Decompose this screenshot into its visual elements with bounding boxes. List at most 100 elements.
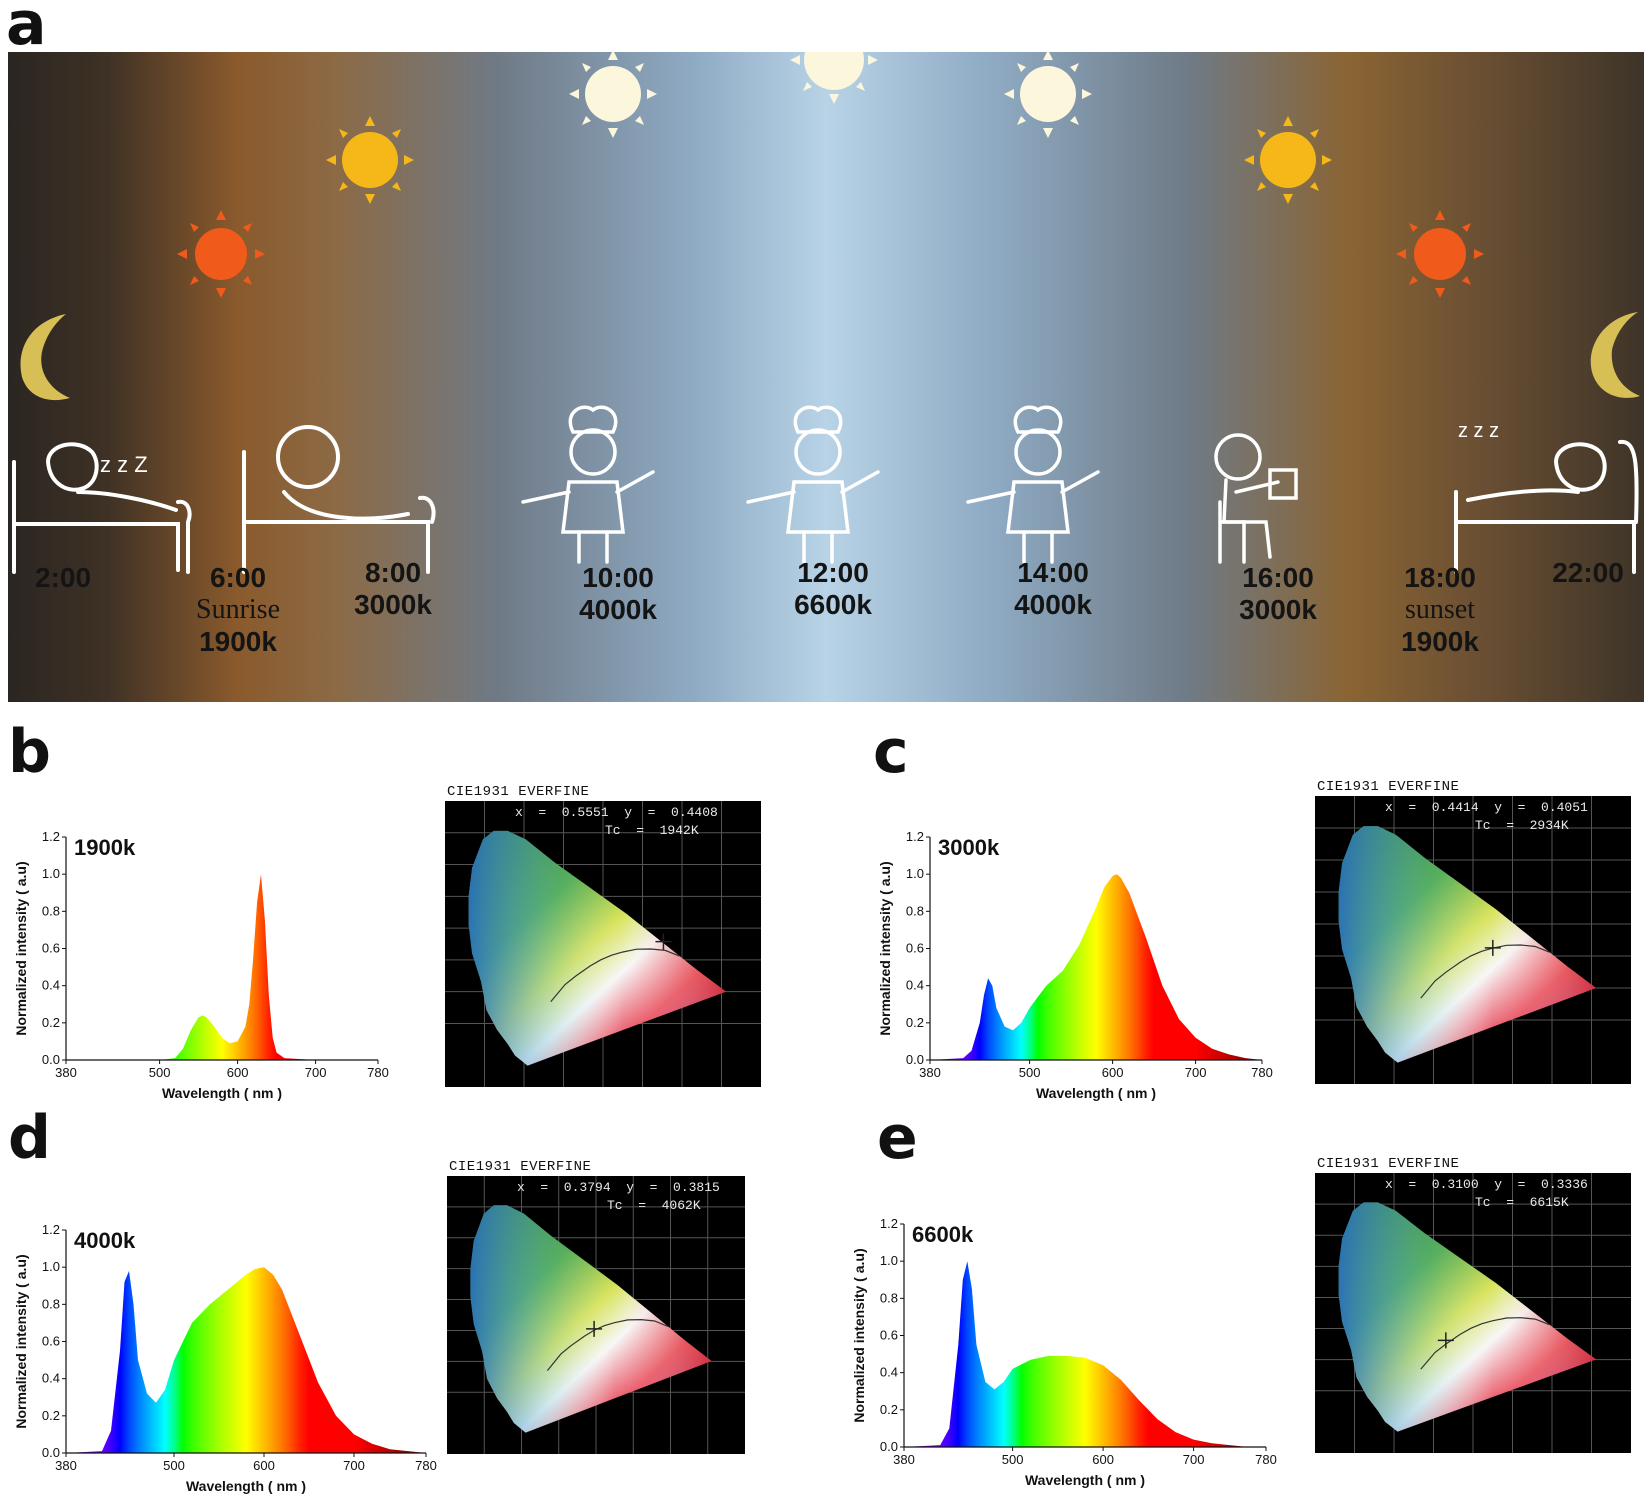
sun-icon bbox=[1396, 210, 1484, 298]
timeline-time: 10:00 bbox=[582, 562, 654, 593]
y-axis-label: Normalized intensity ( a.u) bbox=[13, 1254, 29, 1428]
y-tick-label: 0.0 bbox=[42, 1445, 60, 1460]
x-tick-label: 780 bbox=[415, 1458, 437, 1473]
timeline-label: 8:00 3000k bbox=[323, 557, 463, 621]
timeline-label: 2:00 bbox=[8, 562, 133, 594]
sun-icon bbox=[569, 52, 657, 138]
y-tick-label: 0.6 bbox=[880, 1328, 898, 1343]
planckian-locus bbox=[546, 1318, 669, 1371]
sleeping-figure-icon: z z Z bbox=[12, 442, 192, 574]
svg-text:z z z: z z z bbox=[1458, 420, 1499, 442]
waking-figure-icon bbox=[242, 425, 436, 574]
y-tick-label: 1.0 bbox=[42, 866, 60, 881]
x-tick-label: 380 bbox=[55, 1458, 77, 1473]
x-tick-label: 380 bbox=[55, 1065, 77, 1080]
panel-letter-c: c bbox=[873, 717, 909, 787]
spectrum-chart-c: 380 500 600 700 780 0.0 0.2 0.4 0.6 0.8 1.0 1.2 Wave… bbox=[872, 825, 1282, 1110]
panel-letter-b: b bbox=[8, 717, 51, 787]
cie-title: CIE1931 EVERFINE bbox=[1317, 779, 1460, 795]
y-tick-label: 0.4 bbox=[880, 1365, 898, 1380]
timeline-label: sunset bbox=[1405, 594, 1475, 625]
moon-icon bbox=[20, 314, 70, 401]
timeline-label: Sunrise bbox=[196, 594, 280, 625]
x-axis-label: Wavelength ( nm ) bbox=[1036, 1085, 1156, 1101]
timeline-label: 16:00 3000k bbox=[1208, 562, 1348, 626]
cie-xy-readout: x = 0.4414 y = 0.4051 bbox=[1385, 800, 1588, 815]
planckian-locus bbox=[1420, 944, 1550, 999]
timeline-time: 12:00 bbox=[797, 557, 869, 588]
chef-figure-icon bbox=[521, 405, 655, 564]
timeline-cct: 3000k bbox=[354, 589, 432, 620]
chef-figure-icon bbox=[746, 405, 880, 564]
spectrum-area bbox=[904, 1261, 1266, 1447]
x-tick-label: 500 bbox=[163, 1458, 185, 1473]
y-tick-label: 0.8 bbox=[42, 903, 60, 918]
reading-figure-icon bbox=[1214, 433, 1298, 564]
axis-lines bbox=[65, 837, 378, 1061]
y-tick-label: 0.4 bbox=[42, 978, 60, 993]
cie-tc-readout: Tc = 6615K bbox=[1475, 1195, 1569, 1210]
timeline-time: 2:00 bbox=[34, 562, 92, 593]
timeline-label: 22:00 bbox=[1518, 557, 1644, 589]
y-tick-label: 0.0 bbox=[906, 1052, 924, 1067]
svg-text:z z Z: z z Z bbox=[100, 452, 148, 477]
timeline-cct: 4000k bbox=[579, 594, 657, 625]
cie-tc-readout: Tc = 1942K bbox=[605, 823, 699, 838]
y-tick-label: 0.8 bbox=[880, 1290, 898, 1305]
chromaticity-gamut-overlay bbox=[1338, 1202, 1596, 1432]
y-tick-label: 1.0 bbox=[906, 866, 924, 881]
timeline-cct: 1900k bbox=[199, 626, 277, 657]
timeline-cct: 1900k bbox=[1401, 626, 1479, 657]
chromaticity-gamut-overlay bbox=[470, 1205, 712, 1433]
x-tick-label: 700 bbox=[1183, 1452, 1205, 1467]
timeline-label: 14:00 4000k bbox=[983, 557, 1123, 621]
y-tick-label: 0.6 bbox=[906, 941, 924, 956]
x-tick-label: 700 bbox=[1185, 1065, 1207, 1080]
y-tick-label: 0.0 bbox=[42, 1052, 60, 1067]
cie-chromaticity-svg bbox=[1315, 796, 1631, 1084]
y-tick-label: 0.8 bbox=[906, 903, 924, 918]
cie-diagram-b: CIE1931 EVERFINE x = 0.5551 y = 0.4408 Tc … bbox=[445, 784, 773, 1093]
timeline-time: 14:00 bbox=[1017, 557, 1089, 588]
x-tick-label: 700 bbox=[343, 1458, 365, 1473]
x-tick-label: 380 bbox=[893, 1452, 915, 1467]
x-tick-label: 780 bbox=[1251, 1065, 1273, 1080]
y-tick-label: 0.2 bbox=[42, 1015, 60, 1030]
timeline-label: 12:00 6600k bbox=[763, 557, 903, 621]
timeline-time: 22:00 bbox=[1552, 557, 1624, 588]
cie-title: CIE1931 EVERFINE bbox=[447, 784, 590, 800]
cie-plot-area: x = 0.3100 y = 0.3336 Tc = 6615K bbox=[1315, 1173, 1631, 1453]
x-tick-label: 780 bbox=[367, 1065, 389, 1080]
spectrum-chart-e: 380 500 600 700 780 0.0 0.2 0.4 0.6 0.8 1.0 1.2 Wave… bbox=[846, 1212, 1286, 1497]
spectrum-area bbox=[66, 874, 378, 1060]
sun-icon bbox=[1004, 52, 1092, 138]
y-tick-label: 0.6 bbox=[42, 941, 60, 956]
y-axis-label: Normalized intensity ( a.u) bbox=[877, 861, 893, 1035]
y-tick-label: 0.4 bbox=[42, 1371, 60, 1386]
timeline-time: 6:00 bbox=[209, 562, 267, 593]
x-tick-label: 500 bbox=[149, 1065, 171, 1080]
cct-annotation: 1900k bbox=[74, 835, 136, 860]
y-tick-label: 0.0 bbox=[880, 1439, 898, 1454]
timeline-label: 6:00 Sunrise 1900k bbox=[168, 562, 308, 658]
cct-annotation: 6600k bbox=[912, 1222, 974, 1247]
cie-chromaticity-svg bbox=[1315, 1173, 1631, 1453]
cie-title: CIE1931 EVERFINE bbox=[449, 1159, 592, 1175]
x-axis-label: Wavelength ( nm ) bbox=[1025, 1472, 1145, 1488]
timeline-label: 10:00 4000k bbox=[548, 562, 688, 626]
sun-icon bbox=[1244, 116, 1332, 204]
timeline-cct: 6600k bbox=[794, 589, 872, 620]
y-tick-label: 1.2 bbox=[42, 1222, 60, 1237]
y-tick-label: 0.4 bbox=[906, 978, 924, 993]
cie-plot-area: x = 0.3794 y = 0.3815 Tc = 4062K bbox=[447, 1176, 745, 1454]
cie-chromaticity-svg bbox=[445, 801, 761, 1087]
x-tick-label: 600 bbox=[253, 1458, 275, 1473]
spectrum-chart-d: 380 500 600 700 780 0.0 0.2 0.4 0.6 0.8 1.0 1.2 Wave… bbox=[8, 1218, 446, 1503]
x-tick-label: 600 bbox=[227, 1065, 249, 1080]
cie-diagram-e: CIE1931 EVERFINE x = 0.3100 y = 0.3336 Tc … bbox=[1315, 1156, 1643, 1459]
y-tick-label: 0.2 bbox=[42, 1408, 60, 1423]
y-axis-label: Normalized intensity ( a.u) bbox=[851, 1248, 867, 1422]
timeline-time: 18:00 bbox=[1404, 562, 1476, 593]
planckian-locus bbox=[1420, 1317, 1550, 1370]
panel-letter-e: e bbox=[877, 1103, 918, 1173]
